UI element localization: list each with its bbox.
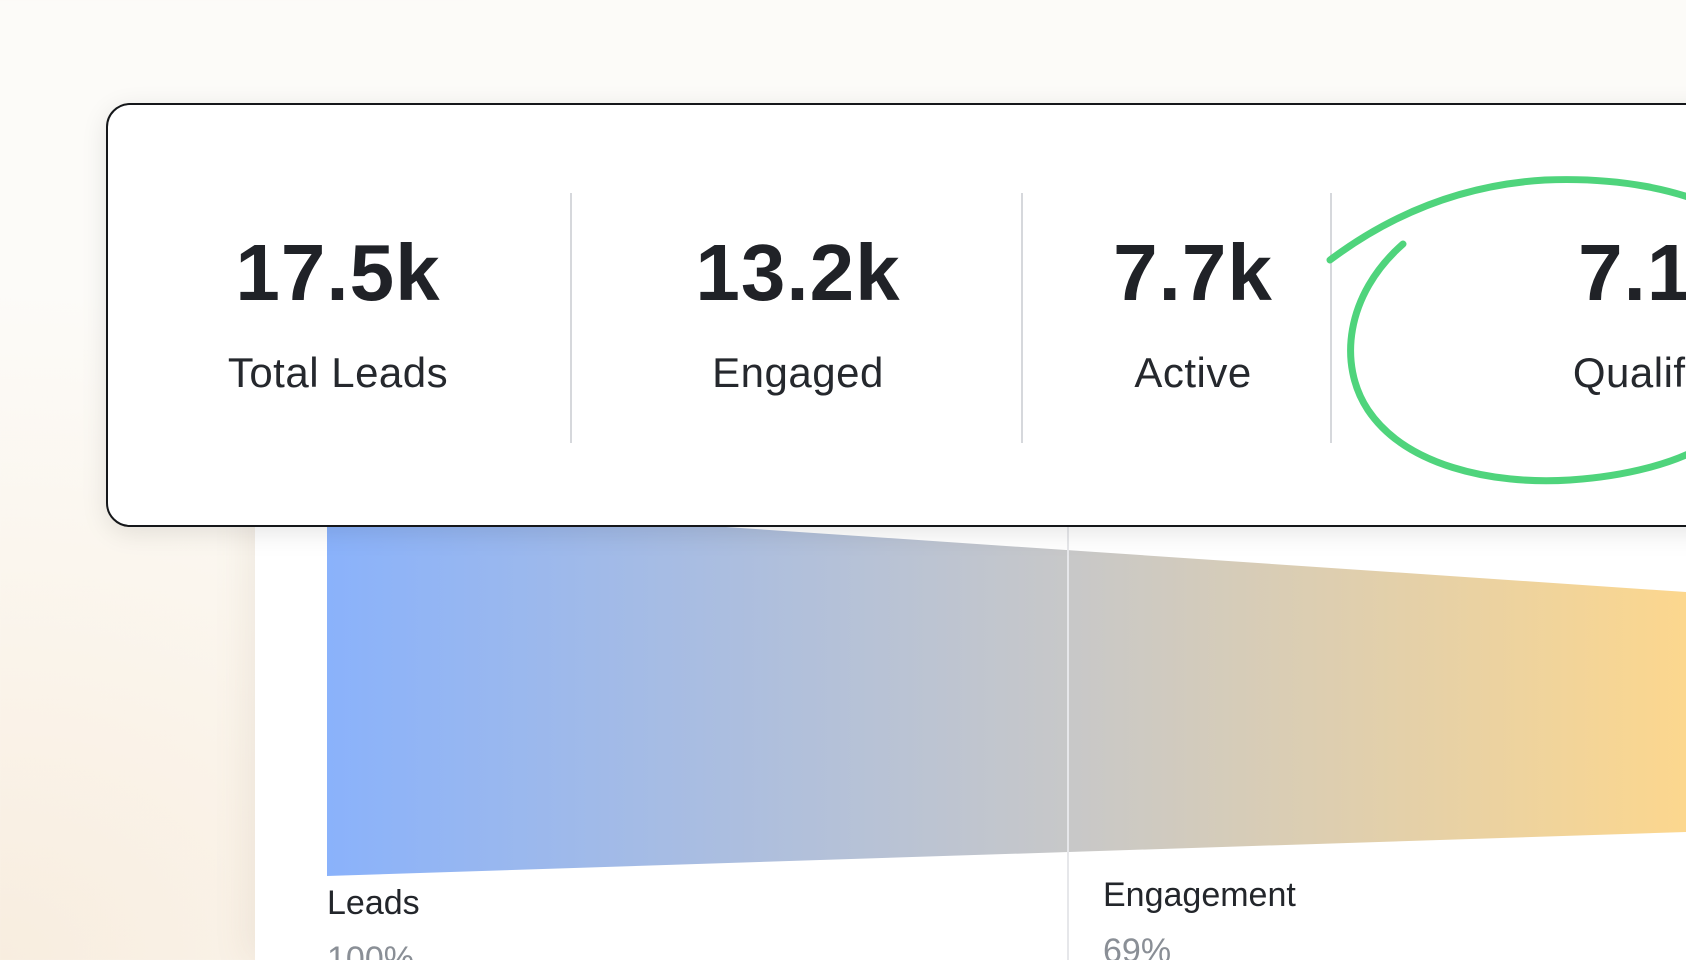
stat-value: 7.1k [1578,228,1686,317]
funnel-stage-label-leads: Leads [327,884,420,922]
funnel-stage-percent-engagement: 69% [1103,932,1172,960]
stat-qualified: 7.1k Qualified [1448,105,1686,529]
stat-divider [1330,193,1332,443]
funnel-chart [327,500,1686,960]
stat-total-leads: 17.5k Total Leads [138,105,538,529]
stat-engaged: 13.2k Engaged [588,105,1008,529]
funnel-stage-label-engagement: Engagement [1103,876,1296,914]
funnel-stage-percent-leads: 100% [327,940,414,960]
stat-divider [1021,193,1023,443]
stat-label: Active [1134,349,1252,396]
stat-label: Engaged [712,349,884,396]
stats-summary-card: 17.5k Total Leads 13.2k Engaged 7.7k Act… [106,103,1686,527]
stat-label: Total Leads [227,349,449,396]
funnel-band [327,500,1686,876]
stat-value: 13.2k [695,228,901,317]
stat-active: 7.7k Active [1038,105,1348,529]
stat-divider [570,193,572,443]
stat-value: 17.5k [235,228,441,317]
funnel-chart-panel: Leads 100% Engagement 69% [255,470,1686,960]
stat-label: Qualified [1572,349,1686,396]
stat-value: 7.7k [1113,228,1273,317]
